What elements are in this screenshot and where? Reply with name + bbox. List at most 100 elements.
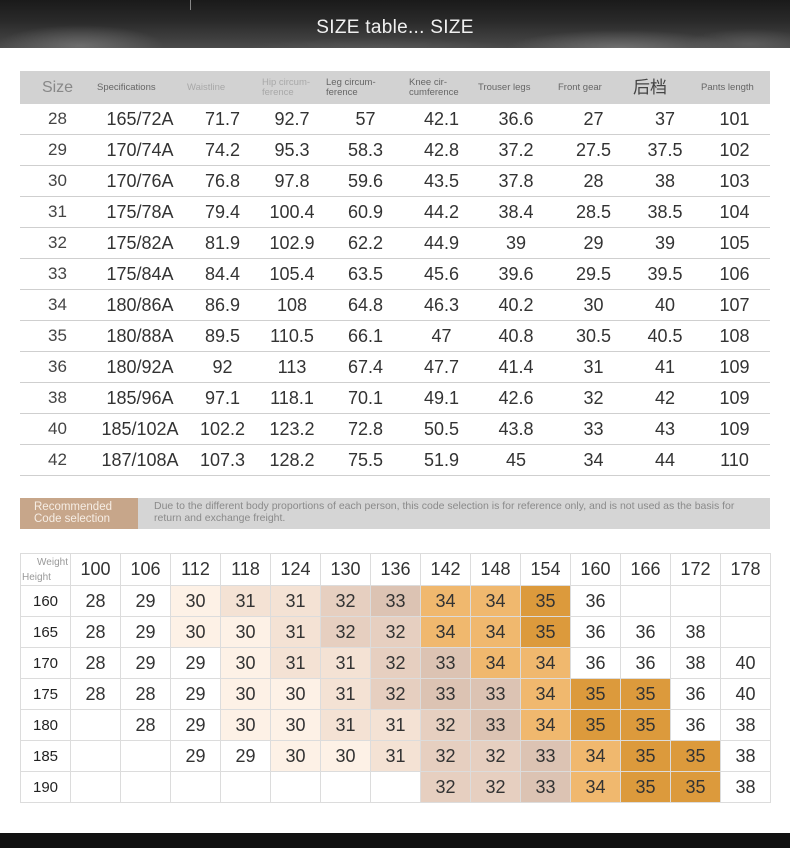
size-cell: 33 [470, 709, 521, 741]
weight-header-row: Weight Height 100 106 112 118 124 130 136 142 14… [20, 553, 771, 586]
size-cell: 30 [220, 678, 271, 710]
size-cell: 29 [120, 616, 171, 648]
size-cell: 30 [170, 585, 221, 617]
weight-header-cell: 148 [470, 553, 521, 586]
table-cell: 95.3 [260, 134, 324, 166]
table-cell: 40 [20, 413, 95, 445]
table-cell: 81.9 [185, 227, 260, 259]
size-cell: 38 [670, 616, 721, 648]
table-cell: 109 [699, 413, 770, 445]
col-header-specifications: Specifications [95, 71, 185, 104]
col-header-front-gear: Front gear [556, 71, 631, 104]
height-row-header: 185 [20, 740, 71, 772]
table-cell: 44.2 [407, 196, 476, 228]
table-cell: 175/82A [95, 227, 185, 259]
size-cell: 31 [370, 709, 421, 741]
table-cell: 44 [631, 444, 699, 476]
page-title: SIZE table... SIZE [316, 17, 474, 38]
size-cell: 31 [320, 678, 371, 710]
weight-header-cell: 166 [620, 553, 671, 586]
table-cell: 28 [556, 165, 631, 197]
size-cell: 38 [720, 709, 771, 741]
corner-weight-label: Weight [37, 557, 68, 568]
col-header-knee: Knee cir-cumference [407, 71, 476, 104]
weight-header-cell: 112 [170, 553, 221, 586]
table-row: 165 28 29 30 30 31 32 32 34 34 35 36 36 38 [20, 616, 771, 648]
table-cell: 38 [631, 165, 699, 197]
size-cell: 29 [120, 585, 171, 617]
table-cell: 47 [407, 320, 476, 352]
size-cell: 30 [270, 709, 321, 741]
size-cell [720, 585, 771, 617]
size-cell: 31 [320, 647, 371, 679]
table-cell: 170/76A [95, 165, 185, 197]
size-table-header-row: Size Specifications Waistline Hip circum… [20, 71, 770, 104]
table-cell: 42 [631, 382, 699, 414]
weight-header-cell: 160 [570, 553, 621, 586]
table-cell: 43.5 [407, 165, 476, 197]
size-cell: 35 [570, 678, 621, 710]
table-cell: 39.5 [631, 258, 699, 290]
table-row: 190 32 32 33 34 35 35 38 [20, 771, 771, 803]
height-row-header: 190 [20, 771, 71, 803]
size-cell: 31 [270, 647, 321, 679]
table-cell: 66.1 [324, 320, 407, 352]
table-row: 31 175/78A 79.4 100.4 60.9 44.2 38.4 28.5 38.5 10… [20, 196, 770, 228]
table-cell: 107.3 [185, 444, 260, 476]
table-cell: 72.8 [324, 413, 407, 445]
table-cell: 170/74A [95, 134, 185, 166]
size-cell: 31 [370, 740, 421, 772]
size-cell: 36 [570, 585, 621, 617]
table-cell: 38 [20, 382, 95, 414]
table-cell: 29 [20, 134, 95, 166]
size-cell: 35 [620, 740, 671, 772]
table-cell: 63.5 [324, 258, 407, 290]
header-banner: SIZE table... SIZE [0, 0, 790, 48]
table-cell: 36.6 [476, 104, 556, 135]
col-header-pants-length: Pants length [699, 71, 770, 104]
col-header-size: Size [20, 71, 95, 104]
size-cell: 34 [470, 616, 521, 648]
table-cell: 70.1 [324, 382, 407, 414]
col-header-leg: Leg circum-ference [324, 71, 407, 104]
size-cell: 35 [520, 616, 571, 648]
table-cell: 123.2 [260, 413, 324, 445]
size-cell: 30 [270, 678, 321, 710]
size-cell: 32 [470, 771, 521, 803]
table-cell: 49.1 [407, 382, 476, 414]
table-cell: 84.4 [185, 258, 260, 290]
table-cell: 27.5 [556, 134, 631, 166]
col-header-back-rise: 后档 [631, 71, 699, 104]
size-cell: 32 [470, 740, 521, 772]
size-cell: 30 [220, 616, 271, 648]
size-cell: 32 [370, 678, 421, 710]
size-cell: 29 [170, 740, 221, 772]
table-cell: 187/108A [95, 444, 185, 476]
size-cell: 28 [70, 647, 121, 679]
table-cell: 40 [631, 289, 699, 321]
table-cell: 51.9 [407, 444, 476, 476]
size-cell: 32 [370, 616, 421, 648]
table-cell: 30.5 [556, 320, 631, 352]
recommendation-note: Due to the different body proportions of… [154, 500, 735, 524]
table-cell: 58.3 [324, 134, 407, 166]
size-cell: 29 [170, 678, 221, 710]
size-cell: 36 [670, 678, 721, 710]
table-cell: 30 [556, 289, 631, 321]
table-cell: 31 [556, 351, 631, 383]
table-cell: 39 [631, 227, 699, 259]
table-cell: 39.6 [476, 258, 556, 290]
table-row: 42 187/108A 107.3 128.2 75.5 51.9 45 34 44 110 [20, 444, 770, 476]
table-cell: 38.4 [476, 196, 556, 228]
divider-line [190, 0, 191, 10]
table-cell: 46.3 [407, 289, 476, 321]
table-cell: 45.6 [407, 258, 476, 290]
size-cell: 36 [620, 647, 671, 679]
table-cell: 32 [556, 382, 631, 414]
table-cell: 43.8 [476, 413, 556, 445]
table-cell: 109 [699, 382, 770, 414]
table-cell: 102.9 [260, 227, 324, 259]
table-cell: 92 [185, 351, 260, 383]
table-cell: 41.4 [476, 351, 556, 383]
table-cell: 30 [20, 165, 95, 197]
